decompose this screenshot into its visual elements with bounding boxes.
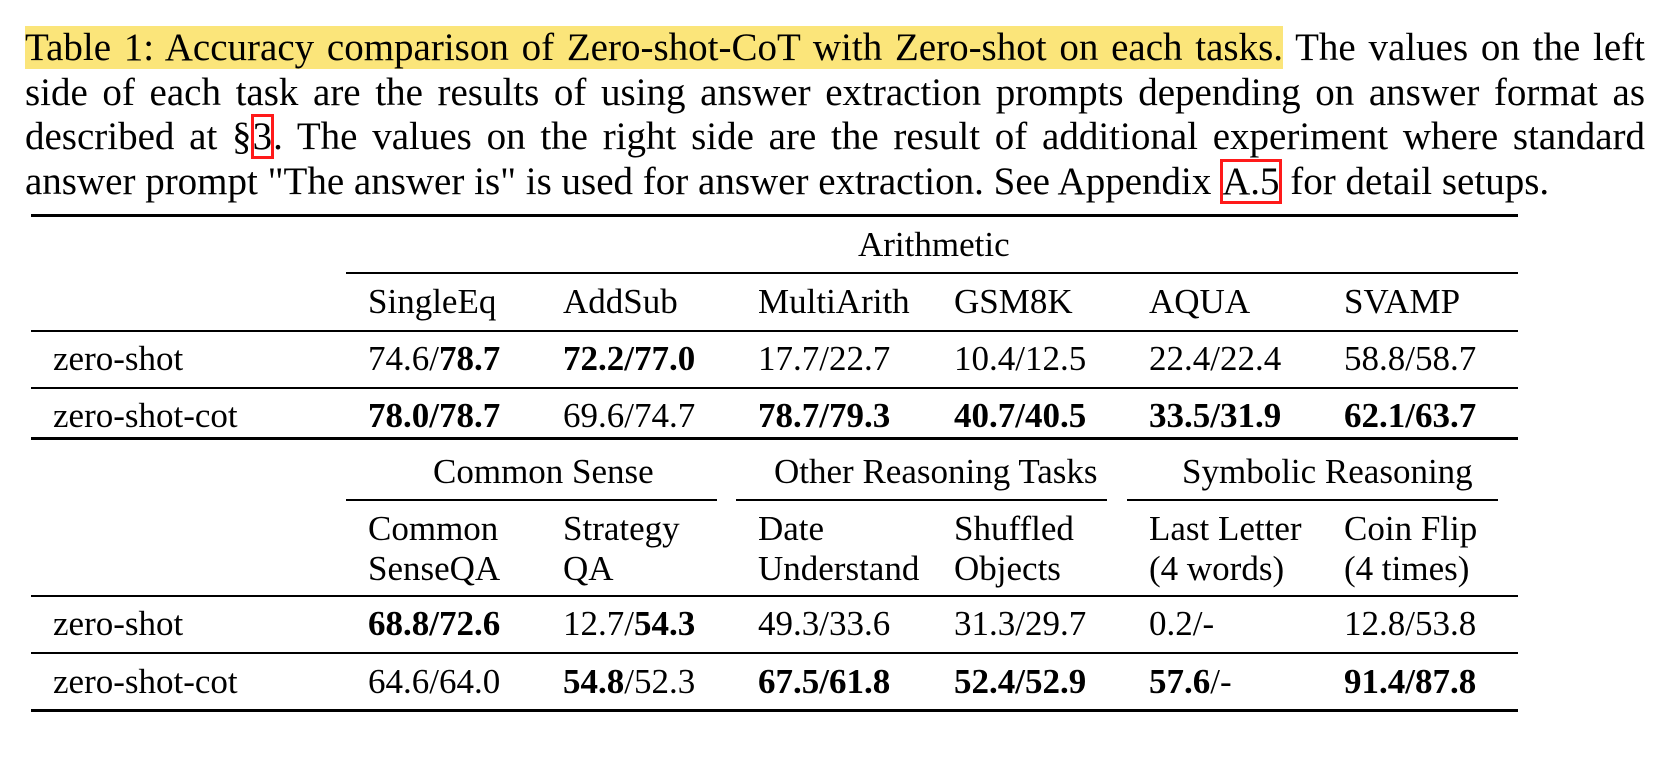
header-rule-2 (31, 595, 1518, 597)
table-cell: 33.5/31.9 (1149, 396, 1282, 435)
table-cell: 57.6/- (1149, 662, 1232, 701)
table-cell: 67.5/61.8 (758, 662, 891, 701)
table-cell: 69.6/74.7 (563, 396, 696, 435)
symbolic-reasoning-group-rule (1127, 499, 1498, 501)
table-cell: 12.8/53.8 (1344, 604, 1477, 643)
row-label: zero-shot (53, 339, 184, 378)
column-header: GSM8K (954, 282, 1073, 321)
caption-text: described at § (25, 115, 252, 158)
group-header-arithmetic: Arithmetic (858, 225, 1010, 264)
table-cell: 12.7/54.3 (563, 604, 696, 643)
table-cell: 40.7/40.5 (954, 396, 1087, 435)
column-header: SVAMP (1344, 282, 1461, 321)
caption-text: side of each task are the results of usi… (25, 70, 1645, 114)
column-header: Shuffled Objects (954, 509, 1074, 588)
caption-text: for detail setups. (1290, 159, 1550, 203)
caption-line-1: Table 1: Accuracy comparison of Zero-sho… (25, 26, 1645, 71)
row-label: zero-shot (53, 604, 184, 643)
table-cell: 78.7/79.3 (758, 396, 891, 435)
section-reference-link[interactable]: 3 (250, 114, 275, 159)
table-cell: 62.1/63.7 (1344, 396, 1477, 435)
table-caption: Table 1: Accuracy comparison of Zero-sho… (25, 26, 1645, 204)
bottom-rule (31, 709, 1518, 712)
caption-line-3: described at §3. The values on the right… (25, 114, 1645, 160)
table-cell: 10.4/12.5 (954, 339, 1087, 378)
row-rule-2 (31, 652, 1518, 654)
column-header: Coin Flip (4 times) (1344, 509, 1478, 588)
group-header-other-reasoning: Other Reasoning Tasks (774, 452, 1098, 491)
table-cell: 54.8/52.3 (563, 662, 696, 701)
table-cell: 22.4/22.4 (1149, 339, 1282, 378)
header-rule-1 (31, 330, 1518, 332)
other-reasoning-group-rule (736, 499, 1107, 501)
table-cell: 68.8/72.6 (368, 604, 501, 643)
common-sense-group-rule (346, 499, 717, 501)
column-header: Strategy QA (563, 509, 680, 588)
table-cell: 31.3/29.7 (954, 604, 1087, 643)
table-cell: 0.2/- (1149, 604, 1215, 643)
table-cell: 74.6/78.7 (368, 339, 501, 378)
row-label: zero-shot-cot (53, 396, 238, 435)
column-header: Common SenseQA (368, 509, 501, 588)
table-cell: 72.2/77.0 (563, 339, 696, 378)
column-header: Date Understand (758, 509, 920, 588)
table-cell: 49.3/33.6 (758, 604, 891, 643)
table-cell: 17.7/22.7 (758, 339, 891, 378)
row-label: zero-shot-cot (53, 662, 238, 701)
column-header: MultiArith (758, 282, 910, 321)
table-cell: 52.4/52.9 (954, 662, 1087, 701)
caption-line-4: answer prompt "The answer is" is used fo… (25, 158, 1645, 205)
column-header: SingleEq (368, 282, 497, 321)
table-cell: 91.4/87.8 (1344, 662, 1477, 701)
column-header: AddSub (563, 282, 678, 321)
table-cell: 64.6/64.0 (368, 662, 501, 701)
caption-text: . The values on the right side are the r… (273, 115, 1645, 158)
top-rule (31, 214, 1518, 217)
group-header-common-sense: Common Sense (433, 452, 654, 491)
column-header: AQUA (1149, 282, 1251, 321)
caption-title-highlight: Table 1: Accuracy comparison of Zero-sho… (25, 26, 1284, 69)
group-header-symbolic-reasoning: Symbolic Reasoning (1182, 452, 1473, 491)
caption-text: The values on the left (1295, 26, 1646, 69)
caption-line-2: side of each task are the results of usi… (25, 71, 1645, 116)
caption-text: answer prompt "The answer is" is used fo… (25, 159, 1212, 203)
table-cell: 78.0/78.7 (368, 396, 501, 435)
row-rule-1 (31, 387, 1518, 389)
table-cell: 58.8/58.7 (1344, 339, 1477, 378)
arithmetic-group-rule (346, 272, 1518, 274)
column-header: Last Letter (4 words) (1149, 509, 1302, 588)
mid-rule (31, 437, 1518, 440)
appendix-reference-link[interactable]: A.5 (1220, 158, 1282, 204)
